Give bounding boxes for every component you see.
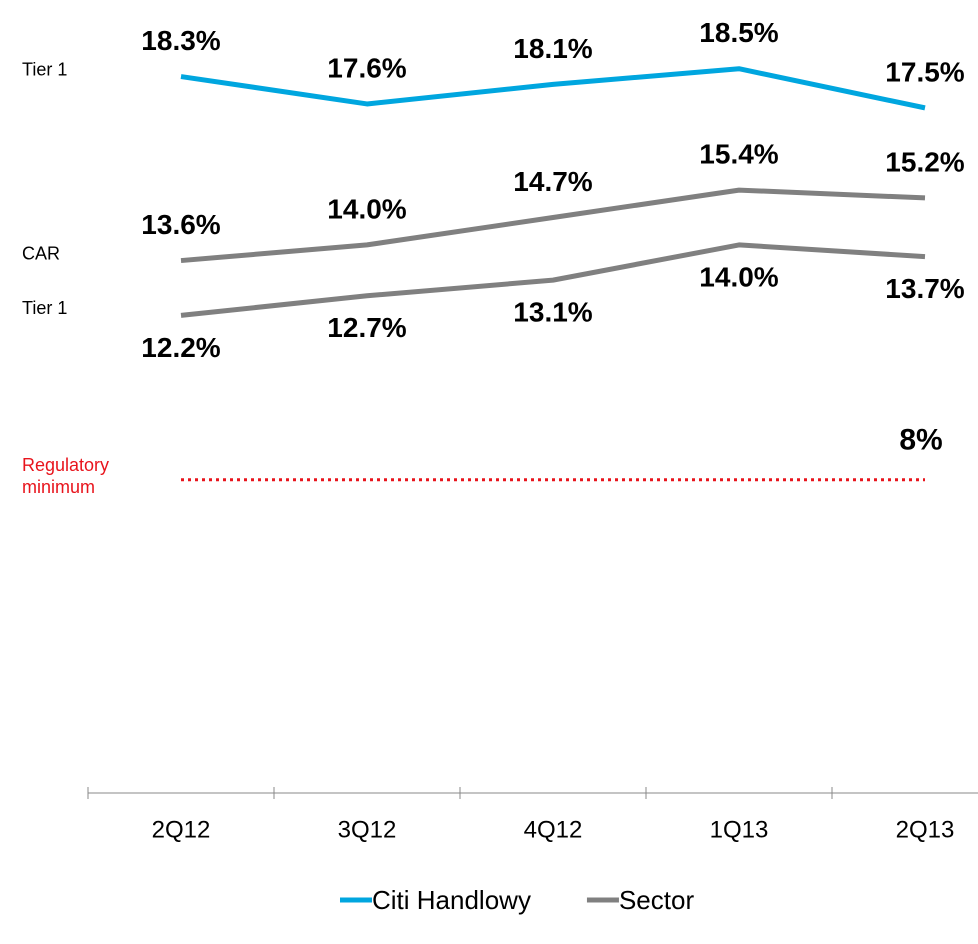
data-label: 18.5% — [699, 17, 778, 48]
series-line — [180, 66, 926, 111]
data-label: 15.2% — [885, 146, 964, 177]
x-tick-label: 1Q13 — [710, 816, 769, 843]
data-label: 14.0% — [699, 261, 778, 292]
series-side-label: CAR — [22, 243, 60, 263]
series-side-label: Tier 1 — [22, 59, 67, 79]
legend-label: Sector — [619, 885, 694, 915]
data-label: 14.0% — [327, 193, 406, 224]
x-tick-label: 2Q12 — [152, 816, 211, 843]
data-label: 18.3% — [141, 25, 220, 56]
reference-label: Regulatory minimum — [22, 454, 110, 497]
data-label: 14.7% — [513, 166, 592, 197]
x-tick-label: 2Q13 — [896, 816, 955, 843]
data-label: 15.4% — [699, 138, 778, 169]
series-line — [180, 242, 926, 318]
data-label: 17.5% — [885, 56, 964, 87]
legend-label: Citi Handlowy — [372, 885, 531, 915]
data-label: 17.6% — [327, 52, 406, 83]
series-line — [180, 187, 926, 264]
reference-value-label: 8% — [899, 424, 942, 457]
series-side-label: Tier 1 — [22, 298, 67, 318]
data-label: 18.1% — [513, 33, 592, 64]
data-label: 13.1% — [513, 297, 592, 328]
data-label: 13.6% — [141, 209, 220, 240]
x-tick-label: 4Q12 — [524, 816, 583, 843]
data-label: 13.7% — [885, 273, 964, 304]
data-label: 12.2% — [141, 332, 220, 363]
data-label: 12.7% — [327, 312, 406, 343]
x-tick-label: 3Q12 — [338, 816, 397, 843]
